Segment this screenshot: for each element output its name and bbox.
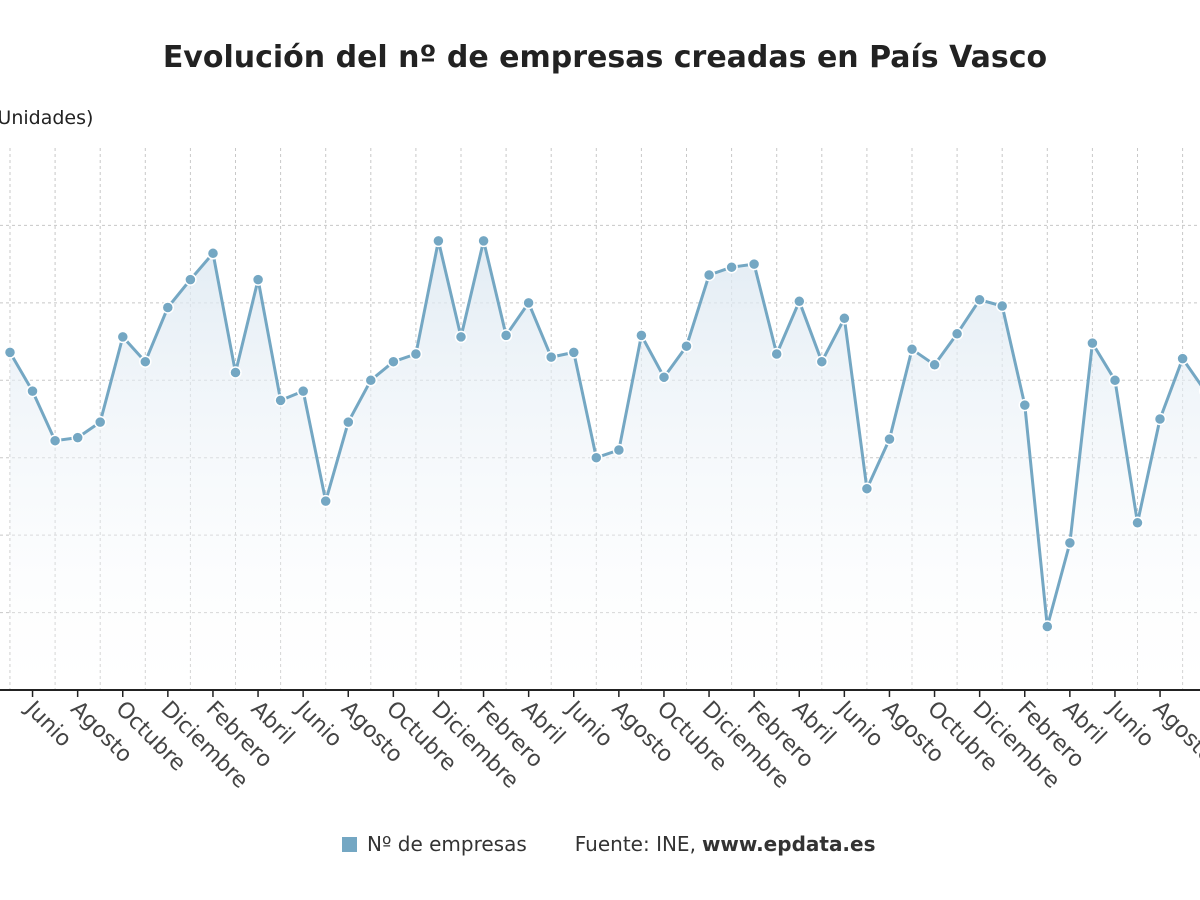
data-point [1153, 412, 1167, 426]
x-axis-ticks: JunioAgostoOctubreDiciembreFebreroAbrilJ… [19, 690, 1200, 794]
data-point [409, 347, 423, 361]
data-point [454, 330, 468, 344]
data-point [793, 295, 806, 308]
series-area [10, 240, 1200, 690]
data-point [229, 366, 242, 379]
data-point [815, 355, 829, 368]
data-point [860, 482, 874, 495]
data-point [499, 329, 513, 342]
data-point [838, 312, 851, 325]
data-point [973, 293, 986, 307]
data-point [184, 273, 197, 286]
data-point [747, 257, 761, 271]
data-point [567, 346, 581, 359]
data-point [995, 299, 1009, 313]
x-tick-label: Junio [560, 695, 617, 752]
data-point [1108, 374, 1122, 387]
source-prefix: Fuente: INE, [574, 832, 696, 856]
legend-label: Nº de empresas [367, 832, 527, 856]
data-point [3, 346, 17, 359]
data-point [725, 260, 738, 274]
data-point [387, 355, 400, 368]
data-point [116, 330, 130, 344]
data-point [48, 434, 62, 447]
data-point [161, 301, 175, 314]
data-point [1086, 336, 1099, 350]
data-point [364, 374, 378, 387]
data-point [26, 384, 39, 398]
data-point [770, 347, 783, 361]
data-point [206, 247, 220, 260]
data-point [71, 431, 84, 444]
chart-title: Evolución del nº de empresas creadas en … [162, 40, 1048, 75]
data-point [1176, 352, 1189, 365]
data-point [635, 329, 648, 342]
x-tick-label: Junio [1101, 695, 1158, 752]
data-point [274, 394, 287, 407]
data-point [657, 370, 671, 384]
data-point [612, 443, 626, 457]
data-point [905, 343, 919, 356]
legend: Nº de empresas Fuente: INE, www.epdata.e… [342, 832, 876, 856]
data-point [139, 355, 152, 368]
data-point [702, 268, 716, 282]
data-point [342, 415, 355, 429]
x-tick-label: Junio [289, 695, 346, 752]
data-point [477, 234, 490, 248]
data-point [93, 415, 107, 429]
data-point [950, 327, 964, 341]
source-url[interactable]: www.epdata.es [701, 832, 876, 856]
data-point [1131, 516, 1144, 530]
data-point [590, 451, 603, 464]
data-point [296, 384, 310, 398]
data-point [522, 296, 535, 310]
data-point [1063, 536, 1077, 550]
data-point [1041, 620, 1054, 633]
data-point [432, 234, 445, 248]
data-point [319, 494, 332, 508]
x-tick-label: Junio [19, 695, 76, 752]
data-point [928, 358, 941, 372]
data-point [544, 350, 558, 364]
y-axis-unit-label: (Unidades) [0, 107, 94, 129]
data-point [251, 273, 265, 286]
data-point [1018, 398, 1032, 412]
data-point [883, 432, 896, 446]
legend-swatch [342, 836, 357, 852]
data-point [680, 339, 693, 353]
x-tick-label: Junio [831, 695, 888, 752]
